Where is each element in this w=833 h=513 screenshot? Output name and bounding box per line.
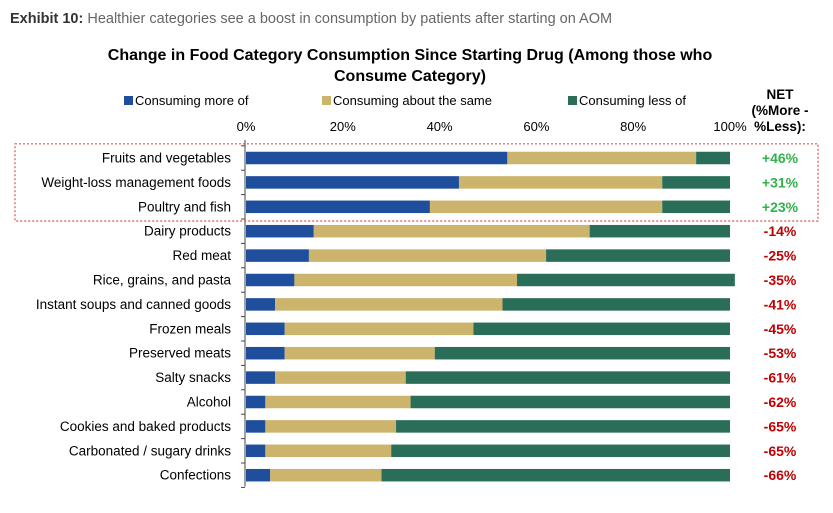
category-label: Dairy products [144, 224, 231, 239]
legend-swatch [322, 96, 331, 105]
net-value: -65% [764, 443, 797, 459]
category-label: Alcohol [187, 395, 231, 410]
exhibit-text: Healthier categories see a boost in cons… [87, 11, 613, 27]
bar-segment [284, 322, 474, 336]
category-label: Carbonated / sugary drinks [69, 443, 231, 458]
x-tick-label: 20% [330, 119, 356, 134]
bar-segment [546, 249, 730, 262]
net-value: +46% [762, 150, 799, 166]
category-label: Poultry and fish [138, 199, 231, 214]
bar-segment [246, 371, 276, 384]
chart-title-line-2: Consume Category) [333, 68, 487, 85]
bar-segment [246, 468, 271, 482]
bar-segment [246, 151, 508, 165]
bar-segment [410, 395, 730, 409]
bar-segment [429, 200, 663, 214]
bar-segment [270, 468, 382, 482]
chart-title: Change in Food Category Consumption Sinc… [80, 45, 740, 87]
bar-segment [265, 420, 397, 433]
category-label: Weight-loss management foods [41, 175, 231, 190]
legend-swatch [568, 96, 577, 105]
bar-segment [246, 346, 285, 360]
bar-segment [517, 273, 735, 287]
category-label: Confections [160, 468, 232, 483]
exhibit-label: Exhibit 10: [10, 11, 84, 27]
bar-segment [265, 444, 392, 458]
highlight-box [14, 143, 819, 222]
bar-segment [313, 224, 590, 238]
category-label: Instant soups and canned goods [36, 297, 231, 312]
exhibit-caption: Exhibit 10: Healthier categories see a b… [10, 11, 612, 27]
net-value: -14% [764, 223, 797, 239]
bar-segment [246, 200, 430, 214]
net-value: -53% [764, 345, 797, 361]
bar-segment [246, 176, 459, 189]
bar-segment [275, 298, 503, 311]
category-label: Frozen meals [149, 321, 231, 336]
legend-label: Consuming more of [135, 93, 249, 108]
bar-segment [246, 273, 295, 287]
bar-segment [662, 176, 730, 189]
bar-segment [391, 444, 730, 458]
bar-segment [275, 371, 406, 384]
net-value: -41% [764, 296, 797, 312]
net-header-line: NET [767, 87, 795, 102]
x-tick-label: 60% [523, 119, 549, 134]
bar-segment [246, 224, 314, 238]
bar-segment [294, 273, 518, 287]
net-value: -65% [764, 418, 797, 434]
x-tick-label: 40% [427, 119, 453, 134]
bar-segment [265, 395, 411, 409]
category-label: Cookies and baked products [60, 419, 231, 434]
net-value: -35% [764, 272, 797, 288]
bar-segment [246, 444, 266, 458]
bar-segment [434, 346, 730, 360]
net-header-line: %Less): [754, 119, 806, 134]
bar-segment [246, 322, 285, 336]
x-tick-label: 0% [237, 119, 256, 134]
net-value: -25% [764, 248, 797, 264]
bar-segment [507, 151, 697, 165]
bar-segment [308, 249, 547, 262]
net-value: -62% [764, 394, 797, 410]
net-value: -61% [764, 370, 797, 386]
x-tick-label: 100% [713, 119, 747, 134]
bar-segment [405, 371, 730, 384]
bar-segment [246, 249, 309, 262]
category-label: Red meat [172, 248, 231, 263]
bar-segment [662, 200, 730, 214]
net-value: -45% [764, 321, 797, 337]
bar-segment [696, 151, 730, 165]
legend-label: Consuming about the same [333, 93, 492, 108]
category-label: Rice, grains, and pasta [93, 273, 232, 288]
bar-segment [589, 224, 730, 238]
net-value: -66% [764, 467, 797, 483]
bar-segment [502, 298, 730, 311]
bar-segment [246, 395, 266, 409]
category-label: Preserved meats [129, 346, 231, 361]
bar-segment [284, 346, 435, 360]
bar-segment [473, 322, 730, 336]
bar-segment [246, 420, 266, 433]
legend-label: Consuming less of [579, 93, 686, 108]
category-label: Salty snacks [155, 370, 231, 385]
net-value: +23% [762, 199, 799, 215]
bar-segment [458, 176, 663, 189]
category-label: Fruits and vegetables [102, 151, 231, 166]
net-header-line: (%More - [752, 103, 809, 118]
legend-swatch [124, 96, 133, 105]
bar-segment [396, 420, 730, 433]
bar-segment [246, 298, 276, 311]
chart-title-line-1: Change in Food Category Consumption Sinc… [107, 47, 713, 64]
x-tick-label: 80% [620, 119, 646, 134]
net-value: +31% [762, 174, 799, 190]
bar-segment [381, 468, 730, 482]
